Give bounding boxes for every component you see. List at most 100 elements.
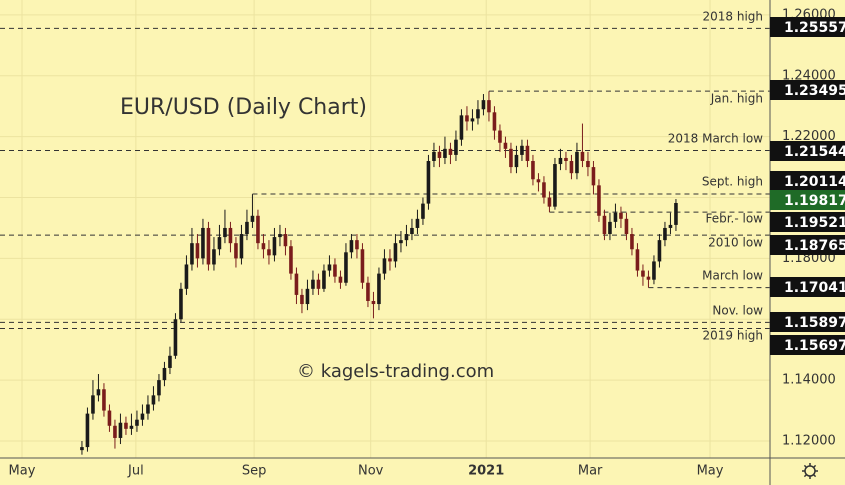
candle-body [646, 276, 651, 280]
y-tick-label: 1.24000 [782, 68, 836, 83]
x-tick-label: May [9, 464, 36, 479]
chart-title: EUR/USD (Daily Chart) [120, 95, 367, 120]
candle-body [652, 261, 656, 280]
candle-body [349, 240, 354, 253]
candle-body [91, 395, 95, 414]
settings-icon[interactable] [802, 463, 818, 479]
candle-body [206, 227, 211, 265]
price-box [770, 312, 845, 332]
candle-body [107, 410, 112, 426]
candle-body [267, 249, 271, 256]
x-tick-label: May [697, 464, 724, 479]
current-price-label: 1.19817 [784, 193, 845, 209]
candle-body [608, 221, 612, 235]
x-tick-label: Nov [358, 464, 384, 479]
candle-body [333, 264, 337, 277]
candle-body [426, 161, 431, 204]
price-box [770, 277, 845, 297]
price-boxes: 1.25557 1.23495 1.21544 1.20114 1.19521 1.187… [770, 17, 845, 355]
candle-body [322, 270, 326, 289]
candle-body [184, 264, 189, 289]
candle-body [371, 301, 376, 305]
candle-body [465, 115, 469, 122]
candle-body [476, 109, 480, 119]
level-label: Jan. high [710, 92, 763, 106]
candle-body [619, 212, 623, 219]
candle-body [498, 130, 502, 143]
y-tick-label: 1.12000 [782, 434, 836, 449]
y-tick-label: 1.14000 [782, 373, 836, 388]
candle-body [162, 367, 167, 381]
price-box-label: 1.17041 [784, 280, 845, 296]
levels: 2018 high Jan. high 2018 March low Sept. hi… [0, 10, 770, 343]
candle-body [575, 151, 579, 174]
candle-body [223, 227, 227, 238]
level-label: 2018 March low [668, 132, 763, 146]
candle-body [415, 218, 420, 228]
candle-body [382, 258, 387, 274]
candle-body [564, 157, 568, 161]
candle-body [657, 240, 662, 262]
price-box [770, 141, 845, 161]
candle-body [355, 240, 359, 250]
candle-body [157, 380, 161, 396]
current-price-box [770, 190, 845, 210]
level-label: Nov. low [712, 304, 763, 318]
candle-body [635, 249, 640, 271]
price-box-label: 1.15897 [784, 315, 845, 331]
candle-body [190, 243, 194, 265]
candle-body [173, 319, 178, 356]
candle-body [492, 112, 497, 131]
price-box [770, 335, 845, 355]
candle-body [168, 355, 172, 368]
candle-body [531, 161, 535, 180]
candle-body [135, 419, 139, 426]
candle-body [470, 118, 475, 122]
candle-body [250, 215, 255, 222]
candle-body [432, 151, 436, 161]
candle-body [481, 100, 486, 110]
candle-body [525, 145, 530, 161]
level-label: Sept. high [702, 175, 763, 189]
candle-body [663, 227, 667, 241]
candle-body [503, 142, 508, 149]
candle-body [410, 227, 414, 235]
x-tick-label: Mar [578, 464, 603, 479]
candle-body [630, 234, 634, 250]
candle-body [327, 264, 332, 271]
candle-body [602, 215, 607, 235]
candle-body [377, 273, 381, 305]
x-tick-label: Jul [127, 464, 144, 479]
candle-body [613, 212, 618, 222]
candle-body [338, 276, 343, 283]
candle-body [316, 279, 321, 289]
candle-body [146, 404, 150, 414]
candle-body [542, 182, 546, 198]
price-box [770, 235, 845, 255]
candle-body [597, 185, 601, 216]
candle-body [305, 288, 310, 305]
level-label: 2018 high [702, 10, 763, 24]
candle-body [102, 389, 106, 411]
price-box [770, 171, 845, 191]
price-box-label: 1.20114 [784, 174, 845, 190]
candle-body [261, 243, 266, 250]
candle-body [289, 246, 293, 274]
candle-body [586, 161, 590, 168]
candle-body [443, 148, 447, 158]
candle-body [272, 237, 277, 256]
candle-body [553, 164, 557, 207]
candle-body [569, 161, 574, 174]
candle-body [558, 157, 563, 165]
candle-body [448, 148, 453, 155]
candle-body [118, 422, 123, 438]
candle-body [399, 240, 403, 244]
level-label: March low [702, 269, 763, 283]
candle-body [624, 218, 629, 235]
candle-body [283, 234, 288, 247]
candle-body [547, 197, 552, 207]
candle-body [459, 115, 464, 140]
price-box-label: 1.15697 [784, 338, 845, 354]
level-label: Febr.- low [705, 212, 763, 226]
price-box-label: 1.25557 [784, 20, 845, 36]
